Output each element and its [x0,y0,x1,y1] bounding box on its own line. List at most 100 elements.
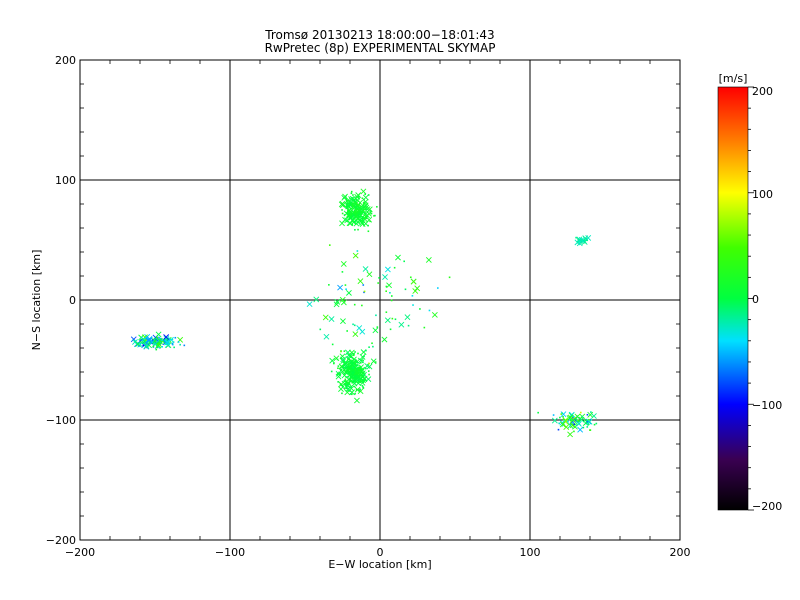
data-point-dot [345,382,348,384]
data-point-dot [171,343,174,346]
data-point-dot [356,361,359,364]
data-point-x-marker [577,426,584,433]
colorbar-tick-label-0: −200 [752,500,782,513]
data-point-dot [346,216,349,218]
data-point-dot [353,209,356,212]
data-point-dot [171,342,174,345]
data-point-x-marker [357,388,364,395]
data-point-x-marker [384,266,391,273]
data-point-dot [347,212,349,215]
data-point-dot [161,339,164,342]
data-point-dot [350,190,353,193]
data-point-dot [344,385,347,387]
data-point-x-marker [341,194,348,201]
data-point-dot [347,358,349,360]
data-point-dot [340,384,343,386]
data-point-x-marker [357,278,364,285]
data-point-dot [411,294,414,297]
data-point-dot [586,426,589,428]
data-point-dot [348,361,350,363]
data-point-dot [360,209,362,211]
data-point-dot [154,337,156,340]
data-point-dot [358,366,360,369]
data-point-dot [368,373,370,376]
data-point-x-marker [586,418,593,425]
data-point-x-marker [342,359,349,366]
data-point-dot [375,314,377,317]
data-point-x-marker [567,422,574,429]
data-point-dot [589,429,591,431]
data-point-dot [365,367,367,370]
data-point-dot [361,217,364,220]
data-point-dot [366,214,369,217]
data-point-dot [362,359,364,362]
data-point-x-marker [346,289,352,296]
data-point-dot [351,207,354,209]
data-point-dot [367,230,370,233]
data-point-x-marker [590,413,597,419]
data-point-x-marker [322,314,329,321]
data-point-dot [595,422,598,425]
colorbar-label: [m/s] [719,72,748,85]
data-point-dot [560,413,563,415]
data-point-x-marker [352,252,359,259]
data-point-dot [337,372,339,375]
data-point-x-marker [352,331,359,338]
data-point-dot [580,239,583,241]
data-point-dot [352,354,355,357]
data-point-dot [568,418,571,421]
data-point-dot [356,373,358,375]
data-point-dot [340,368,343,371]
data-point-dot [393,266,396,269]
data-point-x-marker [341,372,348,379]
data-point-dot [353,303,356,306]
data-point-dot [163,340,165,343]
data-point-dot [557,428,560,431]
data-point-x-marker [340,261,347,267]
data-point-dot [174,336,177,339]
data-point-dot [363,217,365,219]
data-point-x-marker [135,341,142,347]
data-point-dot [588,418,590,421]
data-point-x-marker [333,301,340,308]
data-point-dot [346,369,348,372]
data-point-dot [144,338,147,341]
data-point-x-marker [339,368,346,375]
data-point-dot [356,207,359,210]
data-point-dot [357,352,359,355]
data-point-dot [346,366,349,369]
data-point-dot [360,368,362,371]
data-point-x-marker [359,366,366,373]
data-point-dot [338,372,340,375]
colorbar-tick-label-4: 200 [752,85,773,98]
data-point-dot [376,205,378,208]
data-point-dot [139,340,141,342]
data-point-dot [366,210,369,213]
data-point-dot [581,415,583,418]
data-point-dot [437,287,439,289]
data-point-dot [349,375,352,378]
data-point-dot [341,212,344,215]
data-point-dot [341,392,343,395]
x-tick-label-4: 200 [670,546,691,559]
data-point-dot [155,348,158,351]
data-point-dot [367,194,370,196]
data-point-dot [345,288,347,291]
data-point-dot [330,370,333,373]
data-point-x-marker [338,201,345,208]
data-point-x-marker [404,314,411,321]
data-point-dot [355,389,358,391]
data-point-x-marker [359,221,366,227]
data-point-dot [385,290,387,293]
data-point-x-marker [349,367,356,373]
data-point-dot [353,367,355,369]
data-point-dot [362,208,365,211]
data-point-dot [133,340,136,342]
data-point-dot [357,195,360,198]
data-point-dot [354,361,357,363]
data-point-dot [173,346,175,349]
data-point-x-marker [551,417,558,424]
data-point-x-marker [348,353,355,360]
data-point-dot [348,213,351,216]
